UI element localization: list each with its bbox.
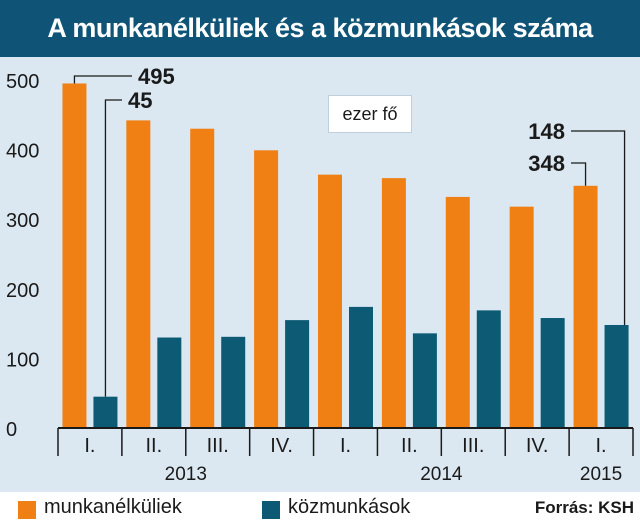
x-tick-label: I.: [84, 435, 95, 457]
x-tick-label: I.: [340, 435, 351, 457]
x-tick-label: III.: [207, 435, 229, 457]
bar-unemployed: [445, 196, 470, 428]
legend-label-unemployed: munkanélküliek: [44, 496, 182, 518]
bar-public-workers: [349, 306, 373, 428]
bar-unemployed: [62, 83, 87, 428]
legend-swatch-public-workers: [262, 501, 280, 519]
y-tick-label: 300: [6, 210, 39, 232]
annotation-leader: [571, 130, 626, 325]
bar-unemployed: [509, 206, 534, 428]
annotation-label: 148: [528, 119, 565, 144]
bar-unemployed: [381, 178, 406, 428]
bar-public-workers: [285, 320, 310, 428]
x-tick-label: II.: [145, 435, 162, 457]
legend-label-public-workers: közmunkások: [288, 496, 411, 518]
source-note: Forrás: KSH: [534, 498, 634, 517]
unit-note: ezer fő: [328, 95, 412, 133]
x-tick-label: IV.: [526, 435, 549, 457]
x-tick-label: IV.: [270, 435, 293, 457]
bar-public-workers: [412, 333, 437, 428]
annotation-leader: [73, 75, 132, 84]
bar-unemployed: [126, 120, 151, 429]
x-year-label: 2015: [580, 464, 622, 485]
x-tick-label: I.: [595, 435, 606, 457]
legend-swatch-unemployed: [18, 501, 36, 519]
y-tick-label: 100: [6, 349, 39, 371]
x-year-label: 2014: [420, 464, 463, 485]
bar-unemployed: [254, 150, 279, 428]
annotation-label: 495: [138, 64, 175, 89]
x-tick-label: III.: [462, 435, 484, 457]
annotation-leader: [104, 99, 122, 397]
bar-unemployed: [190, 128, 215, 428]
y-tick-label: 500: [6, 71, 39, 93]
bar-public-workers: [221, 336, 246, 428]
bar-public-workers: [540, 318, 565, 428]
annotation-leader: [571, 162, 587, 186]
bar-public-workers: [604, 324, 629, 428]
title-bar: [0, 0, 640, 57]
annotation-label: 348: [528, 151, 565, 176]
bar-public-workers: [93, 396, 118, 428]
y-tick-label: 200: [6, 280, 39, 302]
x-tick-label: II.: [401, 435, 418, 457]
bar-unemployed: [318, 174, 342, 428]
bar-public-workers: [476, 310, 501, 428]
y-tick-label: 0: [6, 419, 17, 441]
annotation-label: 45: [128, 88, 152, 113]
bar-public-workers: [157, 337, 182, 428]
chart-title: A munkanélküliek és a közmunkások száma: [47, 13, 593, 43]
bar-unemployed: [573, 185, 598, 428]
x-year-label: 2013: [165, 464, 207, 485]
legend: munkanélküliek közmunkások Forrás: KSH: [0, 492, 640, 527]
y-tick-label: 400: [6, 141, 39, 163]
